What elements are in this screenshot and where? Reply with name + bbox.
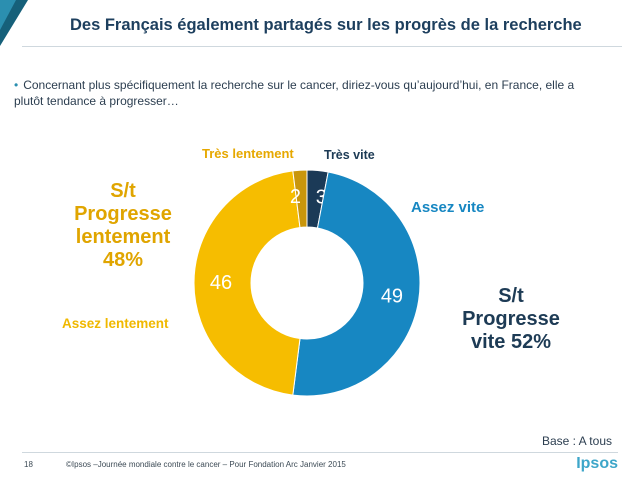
subtotal-vite-line: vite 52% xyxy=(470,331,552,353)
title-divider xyxy=(22,46,622,47)
subtotal-vite-line: S/t xyxy=(498,285,524,307)
legend-assez-vite: Assez vite xyxy=(411,199,485,216)
donut-slice-tr-s-lentement xyxy=(292,169,308,229)
slice-value-label: 49 xyxy=(381,285,403,307)
donut-slice-assez-lentement xyxy=(193,170,301,396)
ipsos-logo: Ipsos xyxy=(576,455,618,472)
subtotal-vite: S/t Progresse vite 52% xyxy=(436,285,586,354)
legend-assez-lentement: Assez lentement xyxy=(62,316,169,331)
corner-decoration-inner xyxy=(0,0,16,30)
page-number: 18 xyxy=(24,460,33,469)
footer-credit: ©Ipsos –Journée mondiale contre le cance… xyxy=(66,460,346,469)
question-text: • Concernant plus spécifiquement la reche… xyxy=(14,77,614,109)
subtotal-lentement-line: lentement xyxy=(75,226,171,248)
slice-value-label: 46 xyxy=(210,272,232,294)
page-title: Des Français également partagés sur les … xyxy=(70,16,582,34)
footer-divider xyxy=(22,452,618,453)
slice-value-label: 3 xyxy=(316,186,327,208)
subtotal-lentement-line: 48% xyxy=(102,249,144,271)
question-body: Concernant plus spécifiquement la recher… xyxy=(14,78,575,108)
legend-tres-vite: Très vite xyxy=(324,148,375,162)
bullet-icon: • xyxy=(14,78,19,92)
base-note: Base : A tous xyxy=(541,434,612,448)
subtotal-lentement-line: S/t xyxy=(110,180,136,202)
subtotal-lentement-line: Progresse xyxy=(74,203,172,225)
slice-value-label: 2 xyxy=(290,186,301,208)
donut-slice-assez-vite xyxy=(292,171,421,397)
subtotal-lentement: S/t Progresse lentement 48% xyxy=(48,180,198,272)
legend-tres-lentement: Très lentement xyxy=(202,146,294,161)
subtotal-vite-line: Progresse xyxy=(462,308,560,330)
